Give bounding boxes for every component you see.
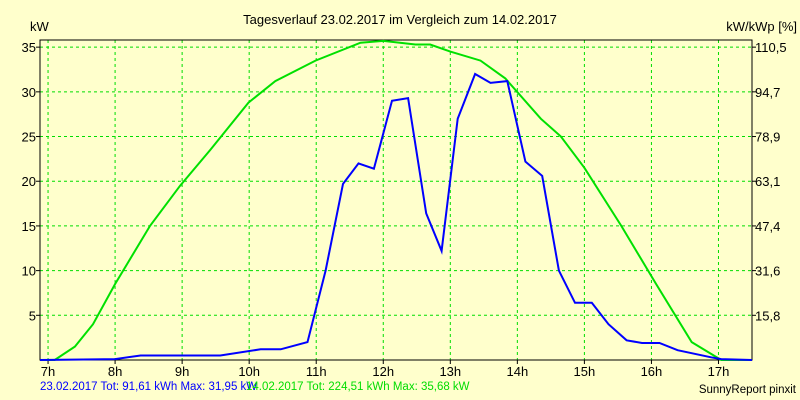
x-tick-label: 17h (708, 364, 730, 379)
y2-tick-label: 94,7 (755, 85, 780, 100)
y2-tick-label: 15,8 (755, 308, 780, 323)
chart-title: Tagesverlauf 23.02.2017 im Vergleich zum… (243, 12, 557, 27)
y-tick-label: 20 (22, 174, 36, 189)
y-tick-label: 10 (22, 264, 36, 279)
x-tick-label: 9h (175, 364, 189, 379)
y-tick-label: 30 (22, 85, 36, 100)
x-tick-label: 12h (372, 364, 394, 379)
x-tick-label: 8h (108, 364, 122, 379)
y-tick-label: 35 (22, 40, 36, 55)
y2-axis-label: kW/kWp [%] (726, 19, 797, 34)
x-tick-label: 15h (574, 364, 596, 379)
y2-tick-label: 47,4 (755, 219, 780, 234)
y-tick-label: 5 (29, 308, 36, 323)
plot-frame (39, 39, 753, 361)
y2-tick-label: 110,5 (755, 40, 787, 55)
x-tick-label: 14h (506, 364, 528, 379)
x-tick-label: 10h (238, 364, 260, 379)
series-line-14.02.2017 (40, 39, 752, 361)
x-tick-label: 7h (41, 364, 55, 379)
x-tick-label: 13h (439, 364, 461, 379)
series-line-23.02.2017 (39, 72, 753, 361)
legend-green: 14.02.2017 Tot: 224,51 kWh Max: 35,68 kW (246, 381, 470, 393)
credit: SunnyReport pinxit (698, 384, 796, 396)
x-tick-label: 16h (641, 364, 663, 379)
x-tick-label: 11h (306, 364, 327, 379)
y-tick-label: 25 (22, 130, 36, 145)
y2-tick-label: 63,1 (755, 174, 780, 189)
legend-blue: 23.02.2017 Tot: 91,61 kWh Max: 31,95 kW (40, 381, 258, 393)
y-axis-label: kW (30, 19, 50, 34)
y2-tick-label: 31,6 (755, 264, 780, 279)
y-tick-label: 15 (22, 219, 36, 234)
y2-tick-label: 78,9 (755, 130, 780, 145)
